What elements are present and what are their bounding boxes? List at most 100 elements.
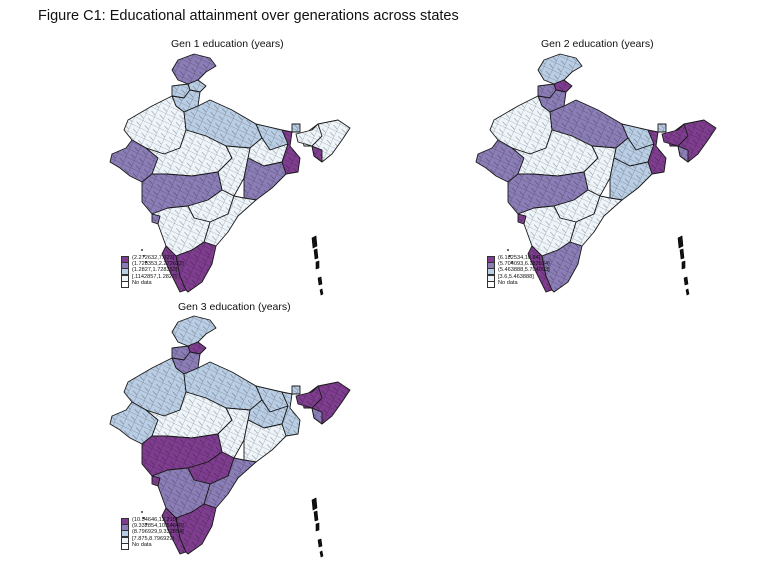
island-3 xyxy=(317,538,323,548)
islet-dot-0 xyxy=(141,249,143,251)
district-borders-rajasthan xyxy=(490,96,552,154)
figure-title: Figure C1: Educational attainment over g… xyxy=(38,8,459,24)
island-2 xyxy=(315,260,320,270)
district-borders-kashmir xyxy=(172,54,216,84)
district-borders-gujarat xyxy=(476,140,524,182)
district-borders-odisha xyxy=(244,158,286,200)
district-borders-bihar xyxy=(622,124,654,150)
district-borders-maharashtra xyxy=(508,172,588,214)
panel-title: Gen 2 education (years) xyxy=(541,38,654,50)
district-borders-jharkhand xyxy=(614,138,654,166)
district-borders-rajasthan xyxy=(124,358,186,416)
district-borders-punjab xyxy=(538,84,556,98)
district-borders-kerala xyxy=(162,246,186,292)
legend-label: No data xyxy=(498,279,518,286)
legend-label: [7.875,8.796929] xyxy=(132,535,174,542)
district-borders-mp xyxy=(146,392,232,438)
district-borders-chhattisgarh xyxy=(584,146,616,196)
district-borders-jharkhand xyxy=(248,400,288,428)
island-1 xyxy=(679,248,685,260)
island-4 xyxy=(685,288,690,296)
district-borders-andhra xyxy=(570,196,622,246)
district-borders-punjab xyxy=(172,346,190,360)
district-borders-assam xyxy=(662,124,688,146)
island-3 xyxy=(317,276,323,286)
island-2 xyxy=(681,260,686,270)
district-borders-himachal xyxy=(188,80,206,92)
district-borders-wb xyxy=(282,392,300,436)
district-borders-assam xyxy=(296,386,322,408)
district-borders-bihar xyxy=(256,386,288,412)
legend-label: No data xyxy=(132,541,152,548)
island-0 xyxy=(311,235,318,249)
islet-dot-1 xyxy=(143,517,145,519)
island-1 xyxy=(313,510,319,522)
district-borders-jharkhand xyxy=(248,138,288,166)
district-borders-karnataka xyxy=(152,468,210,518)
district-borders-wb xyxy=(282,130,300,174)
district-borders-karnataka xyxy=(518,206,576,256)
island-1 xyxy=(313,248,319,260)
legend-label: No data xyxy=(132,279,152,286)
district-borders-kerala xyxy=(162,508,186,554)
islet-dot-2 xyxy=(145,523,147,525)
legend-swatch xyxy=(121,542,129,550)
district-borders-maharashtra xyxy=(142,172,222,214)
district-borders-goa xyxy=(152,476,160,486)
panel-title: Gen 1 education (years) xyxy=(171,38,284,50)
legend-label: (1.728353,2.272632] xyxy=(132,261,184,268)
district-borders-andhra xyxy=(204,458,256,508)
island-2 xyxy=(315,522,320,532)
legend-label: (8.796929,9.332854] xyxy=(132,529,184,536)
district-borders-haryana xyxy=(172,90,200,112)
district-borders-kashmir xyxy=(172,316,216,346)
district-borders-haryana xyxy=(538,90,566,112)
india-choropleth-map xyxy=(475,53,717,296)
district-borders-kerala xyxy=(528,246,552,292)
district-borders-karnataka xyxy=(152,206,210,256)
district-borders-gujarat xyxy=(110,140,158,182)
district-borders-mp xyxy=(146,130,232,176)
district-borders-chhattisgarh xyxy=(218,408,250,458)
district-borders-rajasthan xyxy=(124,96,186,154)
district-borders-wb xyxy=(648,130,666,174)
islet-dot-1 xyxy=(143,255,145,257)
district-borders-bihar xyxy=(256,124,288,150)
district-borders-telangana xyxy=(188,190,234,222)
islet-dot-1 xyxy=(509,255,511,257)
island-4 xyxy=(319,288,324,296)
islet-dot-0 xyxy=(141,511,143,513)
district-borders-assam xyxy=(296,124,322,146)
district-borders-haryana xyxy=(172,352,200,374)
legend-label: (1.2827,1.728353] xyxy=(132,267,178,274)
island-4 xyxy=(319,550,324,558)
district-borders-sikkim xyxy=(292,124,300,132)
islet-dot-0 xyxy=(507,249,509,251)
district-borders-tripura xyxy=(678,146,688,162)
legend-label: (10.54646,13.215] xyxy=(132,517,178,523)
legend-swatch xyxy=(487,280,495,288)
legend-label: [3.6,5.463888] xyxy=(498,273,534,280)
district-borders-odisha xyxy=(244,420,286,462)
district-borders-telangana xyxy=(554,190,600,222)
district-borders-sikkim xyxy=(292,386,300,394)
islet-dot-2 xyxy=(511,261,513,263)
island-0 xyxy=(677,235,684,249)
district-borders-up xyxy=(184,100,262,148)
legend-label: (9.332854,10.54646] xyxy=(132,523,184,530)
district-borders-andhra xyxy=(204,196,256,246)
district-borders-chhattisgarh xyxy=(218,146,250,196)
legend-label: (5.704093,6.182534] xyxy=(498,261,550,268)
panel-title: Gen 3 education (years) xyxy=(178,301,291,313)
district-borders-gujarat xyxy=(110,402,158,444)
legend-label: (5.463888,5.704093] xyxy=(498,267,550,274)
district-borders-up xyxy=(184,362,262,410)
district-borders-kashmir xyxy=(538,54,582,84)
islet-dot-2 xyxy=(145,261,147,263)
district-borders-sikkim xyxy=(658,124,666,132)
district-borders-up xyxy=(550,100,628,148)
district-borders-tripura xyxy=(312,408,322,424)
legend-label: [.1142857,1.2827] xyxy=(132,273,177,280)
india-choropleth-map xyxy=(109,315,351,558)
district-borders-maharashtra xyxy=(142,434,222,476)
